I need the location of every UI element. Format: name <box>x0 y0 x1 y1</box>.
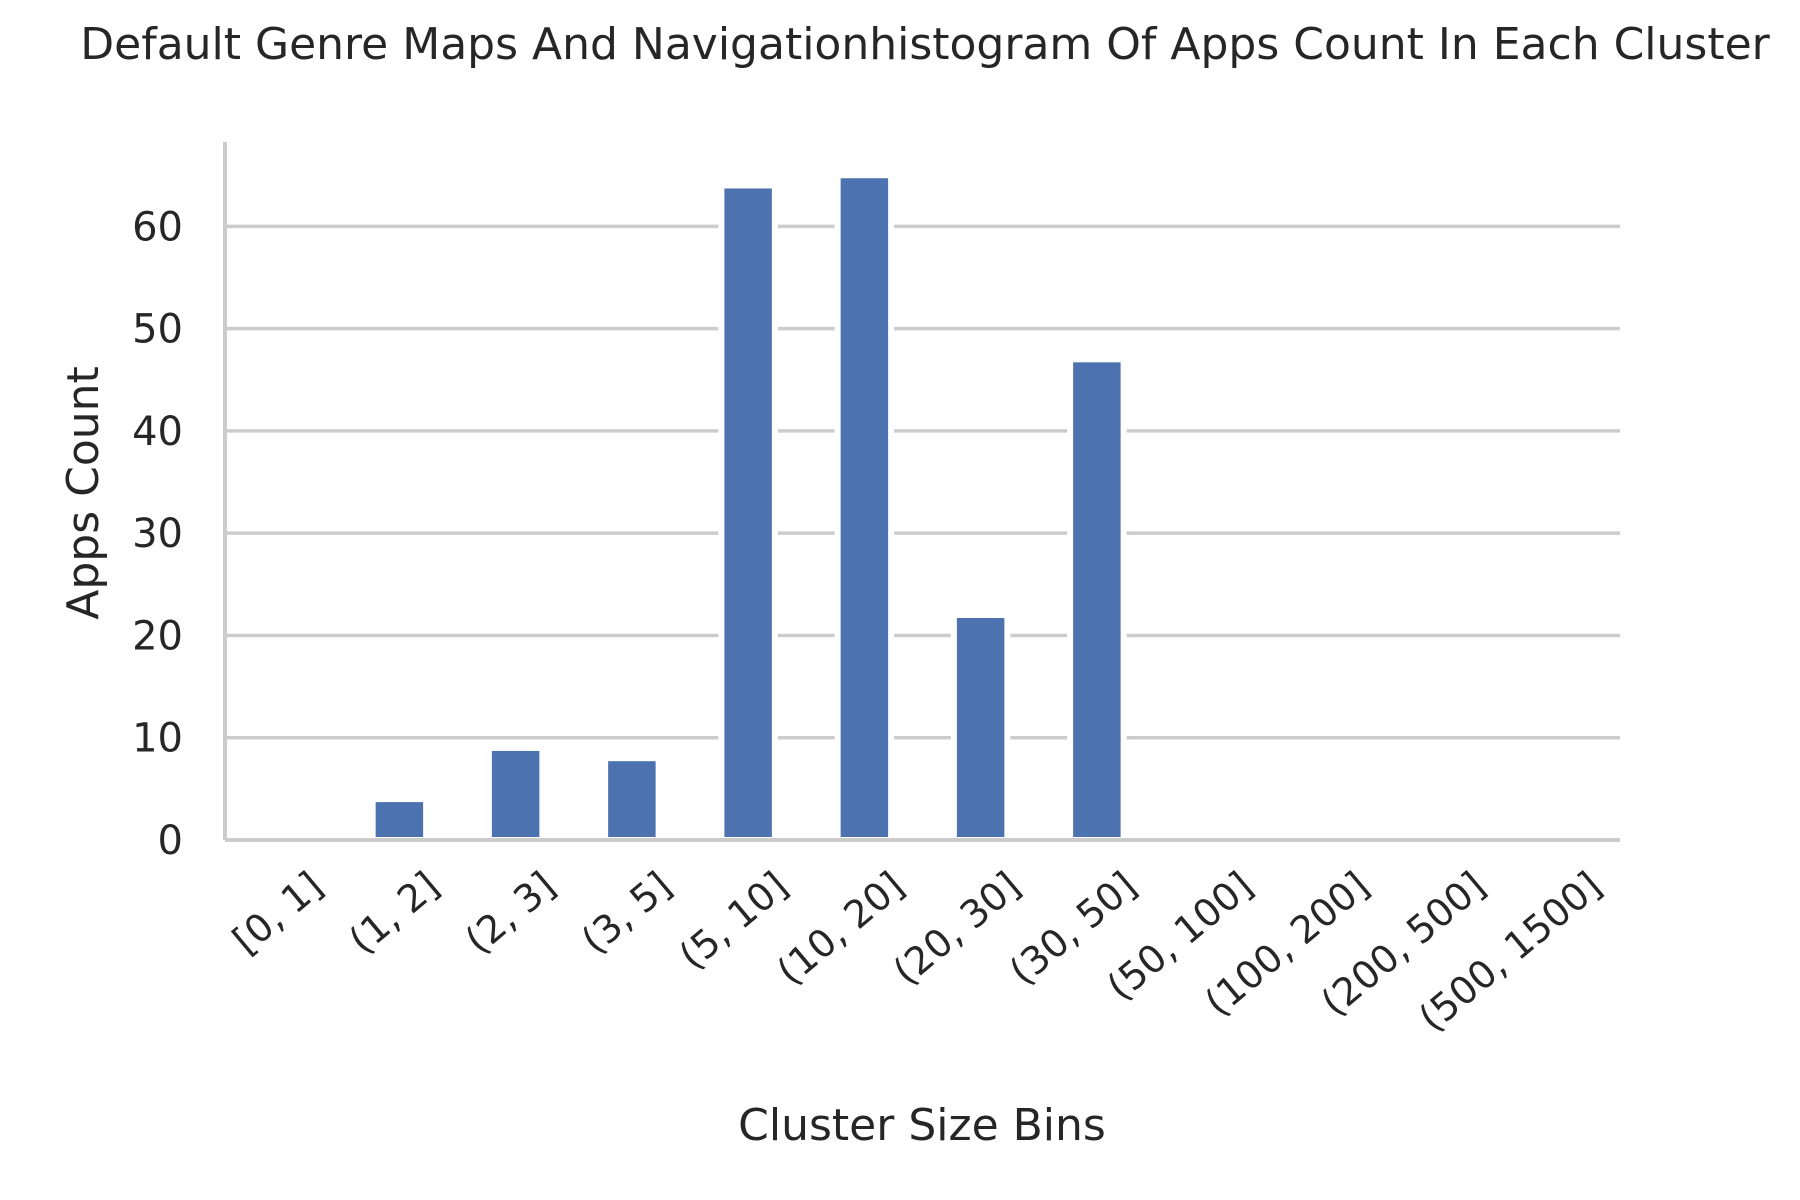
bar <box>834 172 895 843</box>
y-tick-label: 10 <box>132 716 183 762</box>
bar <box>1067 356 1127 843</box>
y-tick-label: 20 <box>132 613 183 659</box>
x-tick-labels: [0, 1] (1, 2] (2, 3] (3, 5](5, 10](10, 20](… <box>224 863 1609 1040</box>
bars <box>369 172 1127 844</box>
y-tick-label: 40 <box>132 409 183 455</box>
y-tick-label: 30 <box>132 511 183 557</box>
x-tick-label: (20, 30] <box>885 863 1029 993</box>
axes <box>223 142 1620 842</box>
x-axis-label: Cluster Size Bins <box>738 1100 1106 1151</box>
y-tick-labels: 0 10 20 30 40 50 60 <box>132 204 183 864</box>
bar <box>602 755 662 844</box>
chart-title: Default Genre Maps And Navigationhistogr… <box>80 19 1770 70</box>
y-axis-label: Apps Count <box>58 366 109 620</box>
x-tick-label: (10, 20] <box>769 863 913 993</box>
x-tick-label: (1, 2] <box>341 863 448 962</box>
bar <box>369 796 430 843</box>
gridlines <box>225 224 1620 740</box>
y-tick-label: 0 <box>158 818 183 864</box>
bar <box>485 744 546 844</box>
bar <box>950 612 1011 843</box>
x-tick-label: (2, 3] <box>457 863 564 962</box>
y-tick-label: 50 <box>132 307 183 353</box>
x-tick-label: (3, 5] <box>573 863 680 962</box>
bar <box>718 182 778 843</box>
y-tick-label: 60 <box>132 204 183 250</box>
x-tick-label: [0, 1] <box>224 863 331 962</box>
